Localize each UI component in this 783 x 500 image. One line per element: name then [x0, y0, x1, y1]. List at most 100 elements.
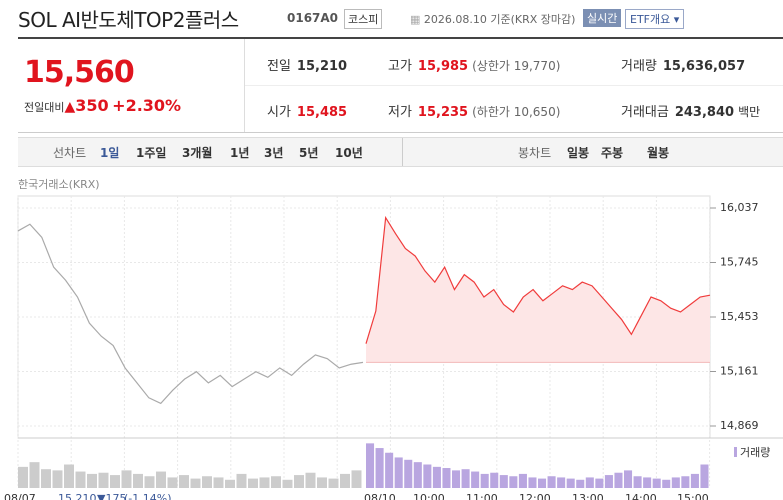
volume-bar: [499, 475, 508, 488]
volume-bar: [98, 472, 109, 488]
volume-bar: [340, 473, 350, 488]
etf-info-button[interactable]: ETF개요 ▾: [625, 9, 685, 29]
price-line: [17, 223, 364, 405]
divider: [18, 37, 783, 39]
volume-bar: [452, 470, 461, 488]
volume-bar: [259, 477, 270, 488]
x-label: 11:00: [466, 492, 498, 500]
volume-bar: [375, 448, 384, 488]
y-tick-label: 16,037: [720, 201, 759, 214]
stat-note: (하한가 10,650): [472, 105, 561, 119]
volume-bar: [595, 478, 604, 488]
etf-title: SOL AI반도체TOP2플러스: [18, 8, 239, 32]
volume-bar: [700, 464, 709, 488]
x-label: 13:00: [572, 492, 604, 500]
volume-bar: [328, 478, 339, 488]
period-tab[interactable]: 1년: [230, 146, 250, 160]
volume-bar: [471, 471, 480, 488]
volume-bar: [690, 473, 699, 488]
volume-bar: [394, 457, 403, 488]
y-tick-label: 14,869: [720, 419, 759, 432]
volume-bar: [566, 478, 575, 488]
stat-label: 거래량: [621, 59, 657, 74]
volume-bar: [179, 475, 189, 488]
volume-bar: [557, 477, 566, 488]
volume-bar: [202, 476, 212, 488]
stat-label: 거래대금: [621, 105, 669, 120]
period-tab[interactable]: 1주일: [136, 146, 167, 160]
volume-bar: [213, 477, 224, 488]
volume-bar: [144, 476, 155, 488]
volume-bar: [480, 473, 489, 488]
volume-bar: [404, 459, 413, 488]
period-tab[interactable]: 5년: [299, 146, 319, 160]
volume-bar: [547, 476, 556, 488]
stats: 전일 15,210 고가 15,985 (상한가 19,770) 거래량 15,636,05…: [245, 39, 783, 132]
source: 한국거래소(KRX): [18, 178, 100, 191]
volume-bar: [18, 466, 28, 488]
volume-bar: [413, 462, 422, 488]
candle-tab[interactable]: 주봉: [601, 146, 624, 160]
arrow: ▲: [64, 99, 76, 115]
volume-bar: [64, 464, 74, 488]
realtime-button[interactable]: 실시간: [583, 9, 622, 27]
x-label: 08/07: [4, 492, 36, 500]
stat-label: 시가: [267, 105, 291, 120]
volume-bar: [271, 476, 281, 488]
stat: 거래대금 243,840 백만: [621, 101, 760, 120]
volume-legend: 거래량: [740, 446, 770, 459]
volume-bar: [585, 477, 594, 488]
volume-bar: [643, 477, 652, 488]
date-text: 2026.08.10 기준(KRX 장마감): [423, 13, 576, 26]
volume-bar: [528, 477, 537, 488]
volume-bar: [133, 473, 143, 488]
volume-bar: [29, 462, 40, 488]
change-rate: +2.30%: [112, 96, 182, 115]
volume-bar: [624, 470, 633, 488]
period-tab[interactable]: 10년: [335, 146, 363, 160]
volume-bar: [248, 478, 258, 488]
change-value: 350: [75, 96, 109, 115]
volume-bar: [442, 468, 451, 488]
calendar-icon: ▦: [410, 13, 424, 26]
volume-bar: [671, 477, 680, 488]
stat-value: 15,210: [296, 59, 348, 74]
volume-bar: [423, 464, 432, 488]
stat-label: 저가: [388, 105, 412, 120]
volume-bar: [614, 472, 623, 488]
volume-bar: [351, 470, 362, 488]
period-tab[interactable]: 1일: [100, 146, 120, 160]
stat-label: 고가: [388, 59, 412, 74]
candle-tab[interactable]: 월봉: [647, 146, 670, 160]
stat-unit: 백만: [738, 105, 761, 119]
stat: 전일 15,210: [267, 55, 347, 74]
x-label: 15:00: [677, 492, 709, 500]
price-line: [365, 215, 711, 344]
volume-bar: [518, 473, 527, 488]
code: 0167A0: [287, 11, 339, 25]
period-tab[interactable]: 3개월: [182, 146, 213, 160]
volume-bar: [432, 466, 441, 488]
volume-bar: [576, 479, 585, 488]
volume-bar: [110, 475, 120, 488]
volume-bar: [461, 469, 470, 488]
volume-bar: [52, 470, 63, 488]
divider: [18, 132, 783, 133]
volume-bar: [294, 475, 304, 488]
stat-note: (상한가 19,770): [472, 59, 561, 73]
tab-divider: [402, 138, 403, 166]
volume-legend-swatch: [734, 447, 737, 457]
volume-bar: [282, 479, 293, 488]
area: [366, 217, 710, 363]
chart: 한국거래소(KRX) 16,037 15,745 15,453 15,161 14,869…: [4, 178, 783, 500]
x-label: 12:00: [519, 492, 551, 500]
volume-bar: [167, 477, 178, 488]
volume-bar: [652, 478, 661, 488]
candle-tab[interactable]: 일봉: [567, 146, 590, 160]
stat: 거래량 15,636,057: [621, 55, 745, 74]
stat-value: 243,840: [674, 105, 735, 120]
y-tick-label: 15,161: [720, 365, 759, 378]
change: 전일대비▲350 +2.30%: [24, 96, 181, 115]
period-tab[interactable]: 3년: [264, 146, 284, 160]
volume-bar: [190, 478, 201, 488]
